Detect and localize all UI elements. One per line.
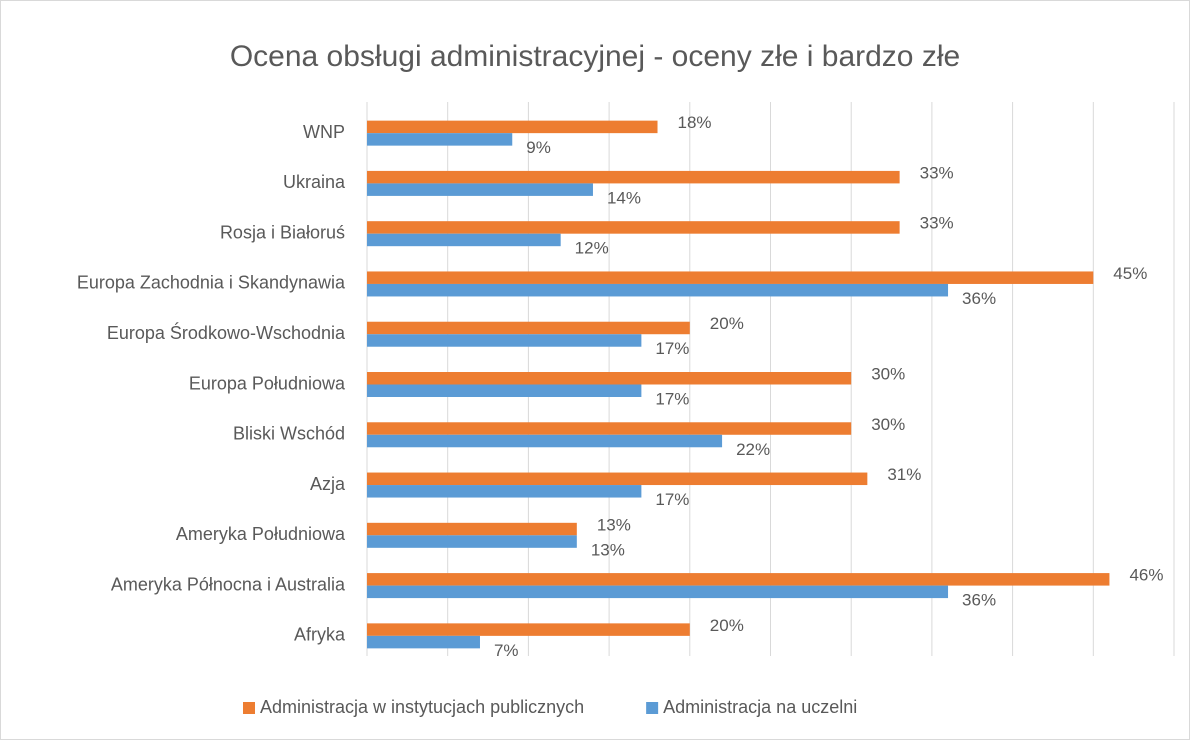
data-label: 33% bbox=[920, 214, 954, 233]
bar bbox=[367, 372, 852, 385]
data-label: 17% bbox=[655, 490, 689, 509]
legend-swatch bbox=[646, 702, 659, 714]
data-label: 46% bbox=[1129, 566, 1163, 585]
data-label: 20% bbox=[710, 314, 744, 333]
chart-title: Ocena obsługi administracyjnej - oceny z… bbox=[230, 40, 960, 73]
bar bbox=[367, 585, 949, 599]
data-label: 17% bbox=[655, 339, 689, 358]
legend-label: Administracja w instytucjach publicznych bbox=[260, 697, 584, 717]
data-label: 13% bbox=[591, 540, 625, 559]
bar bbox=[367, 485, 642, 498]
bar bbox=[367, 472, 868, 486]
data-label: 36% bbox=[962, 591, 996, 610]
data-label: 22% bbox=[736, 440, 770, 459]
y-tick-label: WNP bbox=[303, 122, 345, 142]
data-label: 31% bbox=[887, 465, 921, 484]
y-tick-label: Azja bbox=[310, 474, 346, 494]
y-tick-label: Ukraina bbox=[283, 172, 346, 192]
data-label: 36% bbox=[962, 289, 996, 308]
data-label: 33% bbox=[920, 163, 954, 182]
bar bbox=[367, 283, 949, 297]
data-label: 45% bbox=[1113, 264, 1147, 283]
bar bbox=[367, 334, 642, 347]
bar bbox=[367, 120, 658, 134]
bar bbox=[367, 522, 577, 536]
bar bbox=[367, 535, 577, 548]
legend-swatch bbox=[243, 702, 255, 714]
data-label: 7% bbox=[494, 641, 519, 660]
bar bbox=[367, 573, 1110, 586]
data-label: 18% bbox=[678, 113, 712, 132]
bar bbox=[367, 321, 690, 335]
y-tick-label: Europa Południowa bbox=[189, 373, 346, 393]
data-label: 12% bbox=[575, 239, 609, 258]
bar bbox=[367, 233, 561, 247]
bar bbox=[367, 170, 900, 184]
bar bbox=[367, 133, 513, 146]
data-label: 30% bbox=[871, 415, 905, 434]
y-tick-label: Ameryka Północna i Australia bbox=[111, 574, 346, 594]
y-tick-label: Afryka bbox=[294, 625, 346, 645]
y-tick-label: Europa Zachodnia i Skandynawia bbox=[77, 273, 346, 293]
bar bbox=[367, 271, 1094, 284]
bar bbox=[367, 635, 480, 649]
data-label: 9% bbox=[526, 138, 551, 157]
data-label: 20% bbox=[710, 616, 744, 635]
data-label: 30% bbox=[871, 364, 905, 383]
bar bbox=[367, 422, 852, 435]
y-tick-label: Ameryka Południowa bbox=[176, 524, 346, 544]
y-tick-label: Europa Środkowo-Wschodnia bbox=[107, 322, 346, 343]
bar bbox=[367, 623, 690, 636]
legend-label: Administracja na uczelni bbox=[663, 697, 857, 717]
bar bbox=[367, 221, 900, 234]
bar bbox=[367, 384, 642, 397]
y-tick-label: Bliski Wschód bbox=[233, 424, 345, 444]
y-tick-label: Rosja i Białoruś bbox=[220, 222, 345, 242]
bar bbox=[367, 183, 593, 196]
data-label: 13% bbox=[597, 515, 631, 534]
bar bbox=[367, 434, 723, 448]
data-label: 14% bbox=[607, 188, 641, 207]
data-label: 17% bbox=[655, 389, 689, 408]
